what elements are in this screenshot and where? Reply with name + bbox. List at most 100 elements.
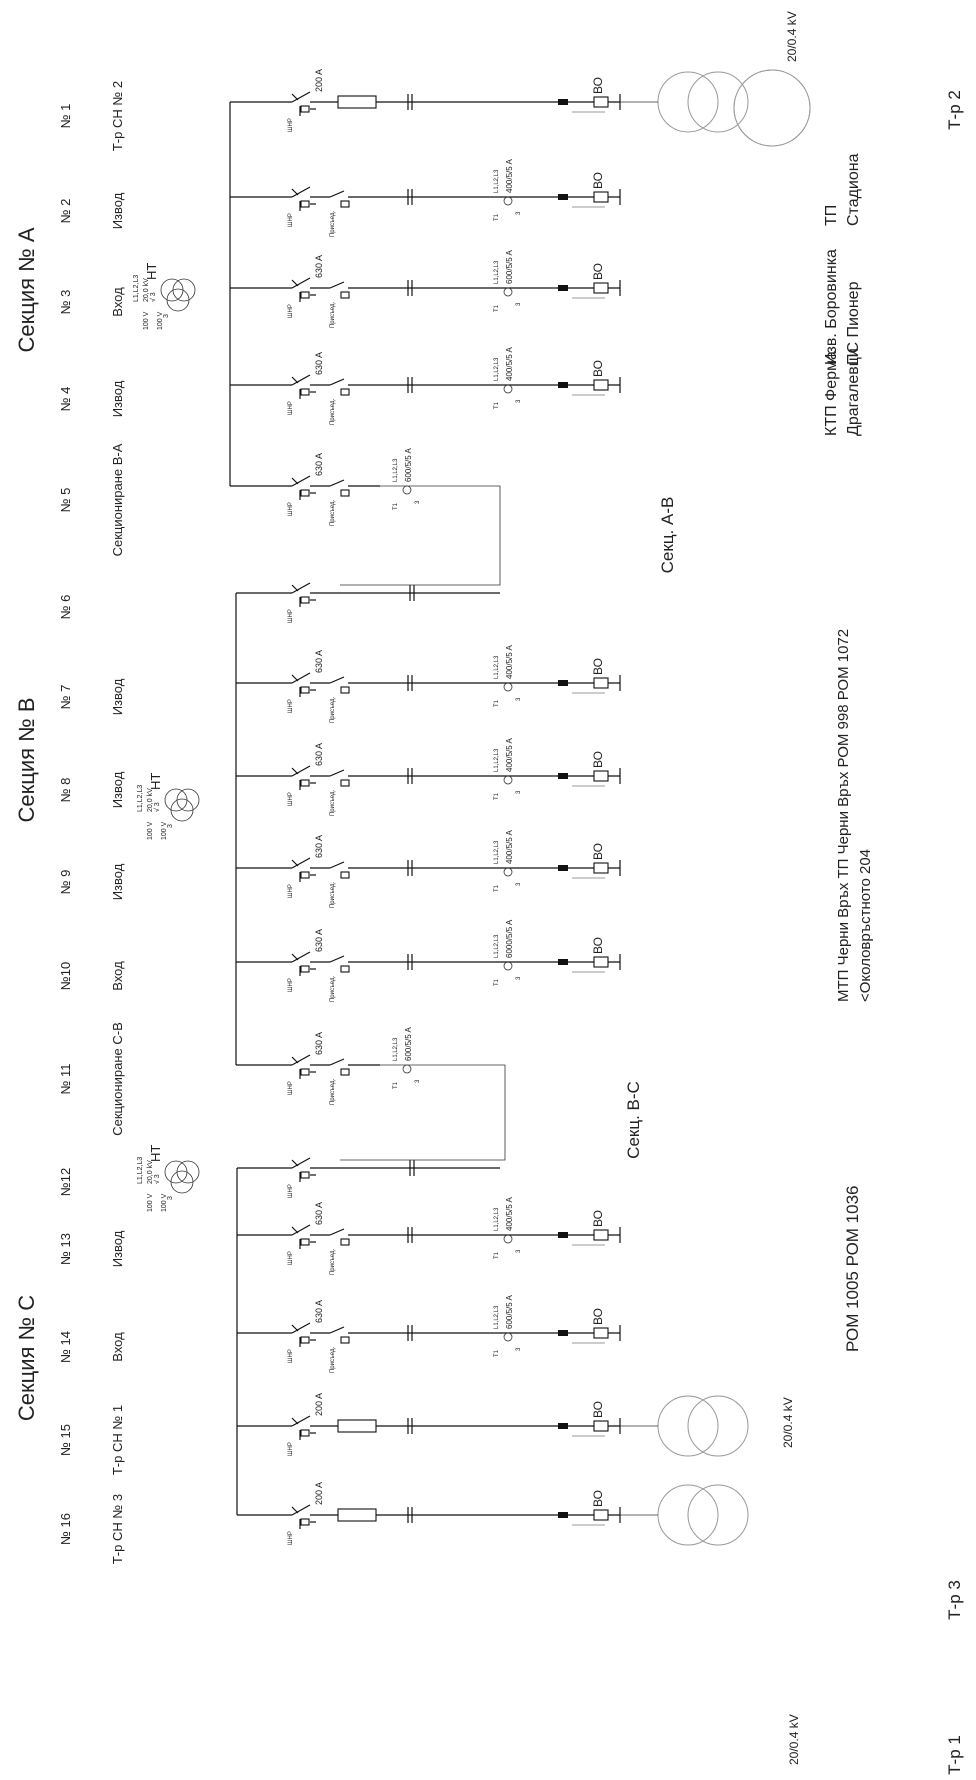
winding-2	[687, 1484, 749, 1546]
vt-label: НТ	[148, 1145, 163, 1162]
ct-name-label: Т1	[393, 502, 399, 510]
feeder-number: № 16	[58, 1513, 73, 1545]
ct-phase-label: L1,L2,L3	[494, 934, 500, 958]
capacitor-icon	[407, 675, 413, 691]
sec-ab-label: Секц. А-В	[658, 497, 677, 574]
rating-label: 630 A	[314, 255, 324, 278]
earth-switch-label: ШНР	[288, 792, 294, 806]
rating-label: 630 A	[314, 743, 324, 766]
ct-ratio-label: 600/5/5 A	[404, 448, 413, 482]
winding-2	[687, 1395, 749, 1457]
vt-primary: 20,0 kV	[147, 788, 154, 812]
ct-icon	[503, 961, 513, 971]
feeder-number: № 5	[58, 488, 73, 513]
vt-winding-3	[170, 1170, 194, 1194]
ct-name-label: Т1	[494, 1349, 500, 1357]
vo-label: ВО	[591, 360, 605, 377]
ct-phase-label: L1,L2,L3	[494, 655, 500, 679]
vt-winding-2	[172, 278, 196, 302]
tr2-label: Т-р 2	[945, 90, 964, 130]
ct-ratio-label: 400/5/5 A	[505, 159, 514, 193]
vt-three: 3	[167, 1196, 174, 1200]
switch-symbol	[291, 1322, 311, 1334]
earth-switch-label: ШНР	[288, 401, 294, 415]
ct-icon	[503, 1234, 513, 1244]
disconnector-icon	[329, 1058, 345, 1066]
ct-name-label: Т1	[494, 978, 500, 986]
dest-a-col1-l2: Драгалевци	[845, 348, 862, 436]
feeder-bay-1: ШНР 200 A ВО	[230, 69, 621, 132]
earth-switch-label: ШНР	[288, 1442, 294, 1456]
disconnector-icon	[329, 769, 345, 777]
feeder-number: №12	[58, 1168, 73, 1196]
earth-knife-box	[340, 686, 350, 694]
switch-symbol	[291, 186, 311, 198]
ct-name-label: Т1	[494, 304, 500, 312]
switch-symbol	[291, 857, 311, 869]
switch-symbol	[291, 277, 311, 289]
switch-symbol	[291, 91, 311, 103]
aux-tr1-rating: 20/0.4 kV	[787, 1714, 801, 1765]
earth-knife-box	[340, 200, 350, 208]
aux-transformer-feeder-1	[620, 71, 749, 133]
ct-count-label: 3	[516, 1249, 522, 1253]
ct-count-label: 3	[415, 500, 421, 504]
feeder-number: № 4	[58, 387, 73, 412]
breaker-box	[300, 1518, 310, 1526]
switch-symbol	[291, 951, 311, 963]
vt-sqrt3: √ 3	[149, 292, 157, 302]
breaker-box	[300, 388, 310, 396]
disconnector-icon	[329, 378, 345, 386]
feeder-bay-10: ШНР 630 A Присъед. L1,L2,L3 6000/5/5 A Т1 3 ВО	[236, 919, 621, 1002]
rating-label: 630 A	[314, 1300, 324, 1323]
arrester-icon	[593, 1327, 609, 1339]
earth-knife-label: Присъед.	[330, 882, 336, 908]
earth-knife-box	[340, 1068, 350, 1076]
section-title-b: Секция № B	[14, 697, 39, 822]
feeder-name: Извод	[110, 380, 125, 417]
terminal-block	[558, 1232, 568, 1238]
earth-knife-box	[340, 1336, 350, 1344]
ct-icon	[402, 485, 412, 495]
vo-label: ВО	[591, 1308, 605, 1325]
vo-label: ВО	[591, 77, 605, 94]
terminal-block	[558, 773, 568, 779]
ct-phase-label: L1,L2,L3	[494, 748, 500, 772]
vt-sqrt3: √ 3	[153, 1174, 161, 1184]
disconnector-icon	[329, 190, 345, 198]
arrester-icon	[593, 96, 609, 108]
vt-winding-1	[160, 278, 184, 302]
feeder-name: Вход	[110, 961, 125, 991]
feeder-name: Вход	[110, 287, 125, 317]
fuse-icon	[337, 95, 377, 109]
capacitor-icon	[407, 280, 413, 296]
arrester-icon	[593, 862, 609, 874]
earth-knife-label: Присъед.	[330, 976, 336, 1002]
earth-switch-label: ШНР	[288, 1349, 294, 1363]
breaker-box	[300, 200, 310, 208]
earth-knife-box	[340, 489, 350, 497]
rating-label: 630 A	[314, 835, 324, 858]
ct-ratio-label: 400/5/5 A	[505, 347, 514, 381]
vo-label: ВО	[591, 172, 605, 189]
disconnector-icon	[329, 281, 345, 289]
feeder-bay-4: ШНР 630 A Присъед. L1,L2,L3 400/5/5 A Т1 3 ВО	[230, 347, 621, 425]
earth-knife-box	[340, 291, 350, 299]
feeder-number: № 1	[58, 104, 73, 129]
feeder-bay-6: ШНР	[236, 582, 500, 623]
earth-switch-label: ШНР	[288, 699, 294, 713]
vt-winding-1	[164, 788, 188, 812]
dest-a-col2-l2: ПС Пионер	[845, 281, 862, 365]
feeder-bay-14: ШНР 630 A Присъед. L1,L2,L3 600/5/5 A Т1 3 ВО	[237, 1295, 621, 1373]
capacitor-icon	[407, 1418, 413, 1434]
feeder-bay-3: ШНР 630 A Присъед. L1,L2,L3 600/5/5 A Т1 3 ВО	[230, 250, 621, 328]
feeder-number: № 14	[58, 1331, 73, 1363]
rating-label: 630 A	[314, 453, 324, 476]
feeder-number: № 2	[58, 199, 73, 224]
dest-a-col1-l1: КТП Ферма	[823, 351, 840, 436]
terminal-block	[558, 680, 568, 686]
vo-label: ВО	[591, 658, 605, 675]
capacitor-icon	[407, 954, 413, 970]
